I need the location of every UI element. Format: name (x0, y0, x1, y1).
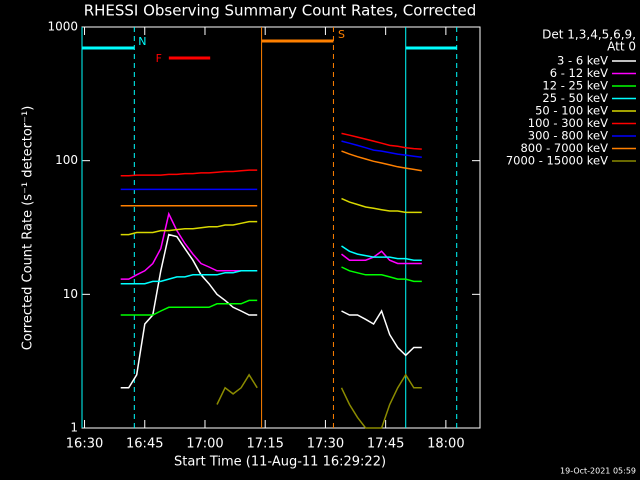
x-tick-label: 17:15 (246, 437, 283, 452)
series-line (120, 211, 422, 280)
y-tick-label: 100 (55, 153, 78, 167)
y-tick-label: 10 (63, 287, 78, 301)
x-tick-label: 16:30 (66, 437, 103, 452)
timestamp: 19-Oct-2021 05:59 (560, 467, 636, 476)
series-line (216, 373, 422, 429)
y-tick-label: 1 (70, 421, 78, 435)
flares-label: F (156, 52, 162, 65)
saa-label: S (338, 28, 345, 41)
legend-title: Att 0 (607, 40, 636, 54)
legend-label: 50 - 100 keV (535, 104, 608, 118)
series-line (120, 140, 422, 191)
legend-label: 100 - 300 keV (528, 116, 608, 130)
chart-title: RHESSI Observing Summary Count Rates, Co… (84, 2, 477, 20)
legend-label: 300 - 800 keV (528, 129, 608, 143)
series-line (120, 197, 422, 236)
series-line (120, 150, 422, 207)
series-line (120, 266, 422, 316)
legend-label: 3 - 6 keV (557, 54, 608, 68)
legend-label: 12 - 25 keV (542, 79, 608, 93)
y-tick-label: 1000 (47, 20, 78, 34)
x-tick-label: 17:00 (186, 437, 223, 452)
series-line (120, 233, 422, 389)
legend-label: 6 - 12 keV (550, 66, 608, 80)
x-tick-label: 17:45 (367, 437, 404, 452)
legend-label: 800 - 7000 keV (520, 141, 608, 155)
x-tick-label: 17:30 (307, 437, 344, 452)
x-axis-label: Start Time (11-Aug-11 16:29:22) (174, 455, 386, 470)
legend-title: Det 1,3,4,5,6,9, (542, 28, 636, 42)
x-tick-label: 16:45 (126, 437, 163, 452)
series-line (120, 245, 422, 285)
x-tick-label: 18:00 (427, 437, 464, 452)
legend-label: 7000 - 15000 keV (506, 154, 608, 168)
y-axis-label: Corrected Count Rate (s⁻¹ detector⁻¹) (21, 106, 36, 351)
night-label: N (138, 35, 146, 48)
series-line (120, 132, 422, 177)
legend-label: 25 - 50 keV (542, 91, 608, 105)
